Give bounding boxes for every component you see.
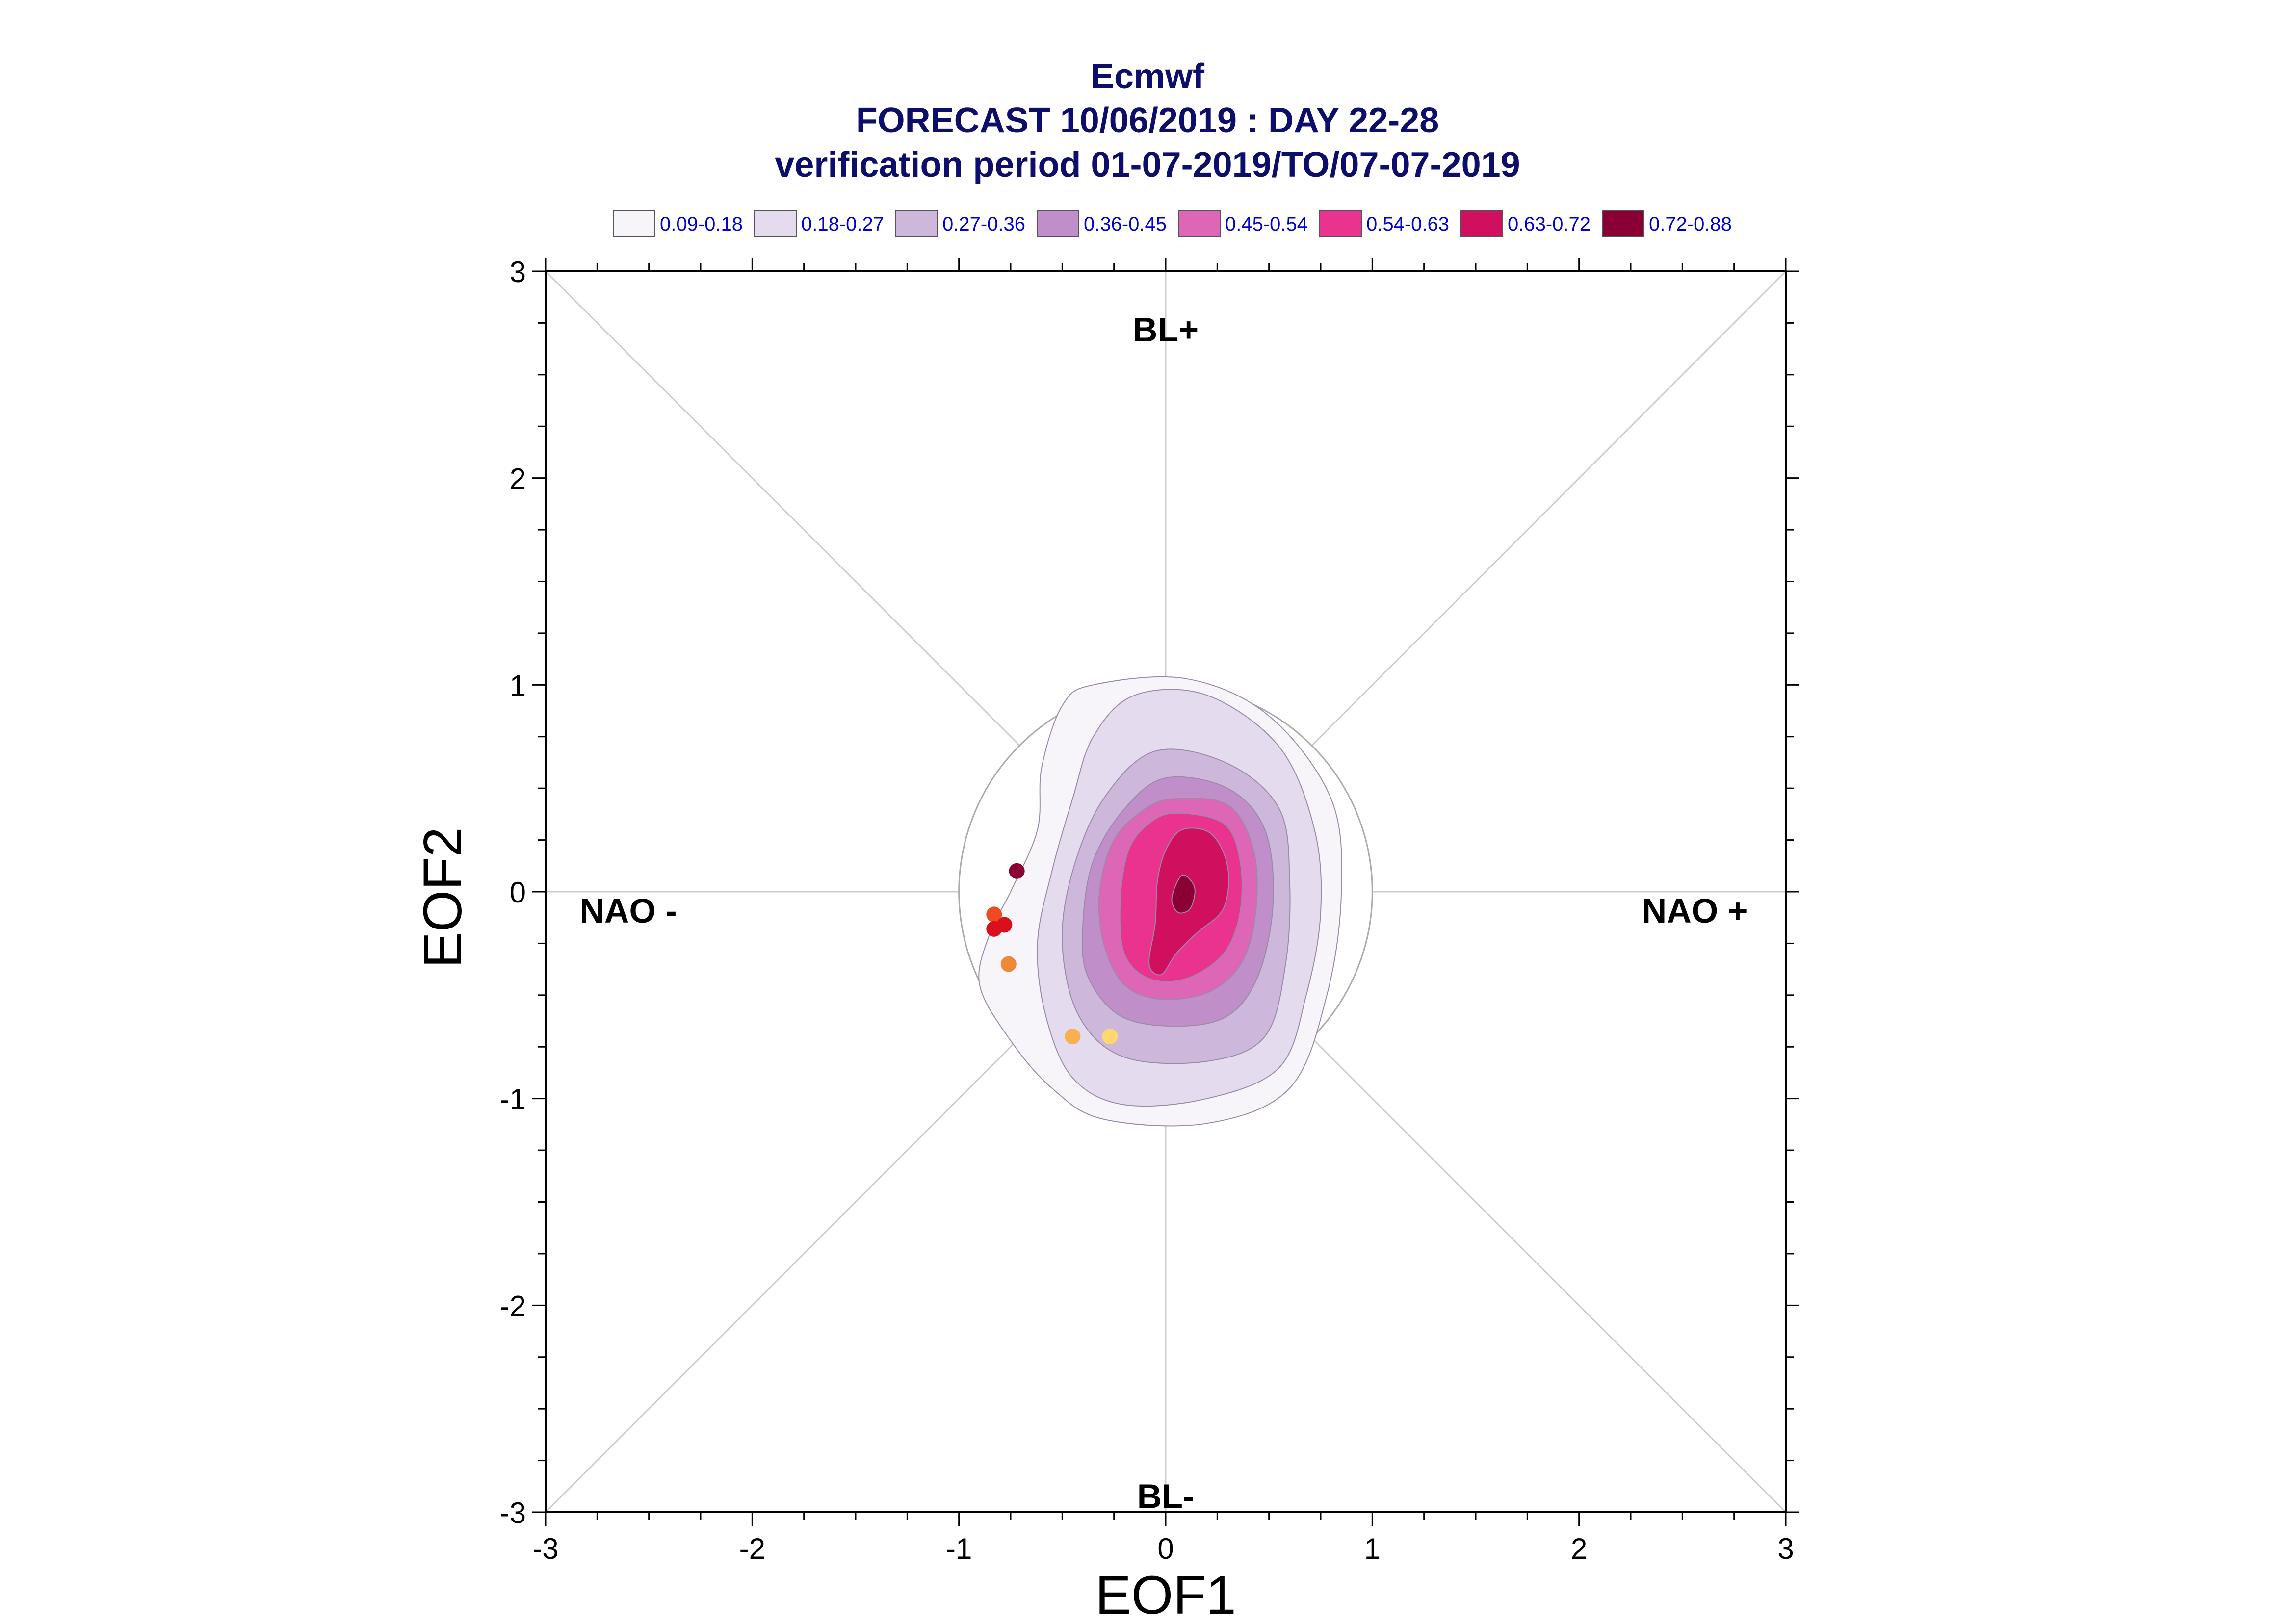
y-tick-label: -3 bbox=[500, 1496, 526, 1529]
density-contours bbox=[978, 676, 1342, 1127]
legend-label: 0.09-0.18 bbox=[660, 213, 743, 235]
region-label: BL- bbox=[1137, 1477, 1195, 1515]
legend-label: 0.63-0.72 bbox=[1508, 213, 1591, 235]
legend-swatch bbox=[754, 210, 797, 237]
chart-title-line-3: verification period 01-07-2019/TO/07-07-… bbox=[775, 145, 1520, 184]
contour-8 bbox=[1171, 874, 1196, 914]
chart-title-line-1: Ecmwf bbox=[1091, 57, 1205, 96]
region-labels: BL+ BL- NAO - NAO + bbox=[579, 310, 1747, 1515]
legend-swatch bbox=[1319, 210, 1362, 237]
x-axis-title: EOF1 bbox=[1095, 1565, 1236, 1624]
y-tick-label: -1 bbox=[500, 1083, 526, 1116]
x-tick-label: -3 bbox=[532, 1532, 558, 1565]
region-label: NAO - bbox=[579, 892, 677, 930]
legend-swatch bbox=[1460, 210, 1503, 237]
x-tick-label: -2 bbox=[739, 1532, 765, 1565]
y-tick-label: 2 bbox=[510, 463, 526, 495]
y-tick-label: -2 bbox=[500, 1289, 526, 1322]
scatter-point-2 bbox=[986, 906, 1002, 923]
legend-label: 0.54-0.63 bbox=[1366, 213, 1449, 235]
x-tick-label: 0 bbox=[1157, 1532, 1174, 1565]
scatter-point-1 bbox=[1009, 863, 1025, 879]
y-tick-label: 3 bbox=[510, 256, 526, 288]
x-tick-label: -1 bbox=[946, 1532, 972, 1565]
legend-label: 0.45-0.54 bbox=[1225, 213, 1308, 235]
region-label: BL+ bbox=[1133, 310, 1199, 349]
legend-label: 0.27-0.36 bbox=[942, 213, 1025, 235]
y-axis-title: EOF2 bbox=[413, 827, 473, 968]
chart-title-line-2: FORECAST 10/06/2019 : DAY 22-28 bbox=[856, 101, 1439, 140]
legend-swatch bbox=[1602, 210, 1644, 237]
x-tick-label: 1 bbox=[1364, 1532, 1381, 1565]
region-label: NAO + bbox=[1642, 892, 1748, 930]
legend-label: 0.18-0.27 bbox=[801, 213, 884, 235]
scatter-point-4 bbox=[996, 917, 1013, 933]
scatter-point-5 bbox=[1000, 956, 1017, 972]
legend-swatch bbox=[613, 210, 655, 237]
legend-swatch bbox=[895, 210, 938, 237]
y-tick-label: 0 bbox=[510, 876, 526, 909]
y-tick-label: 1 bbox=[510, 669, 526, 702]
legend: 0.09-0.18 0.18-0.27 0.27-0.36 0.36-0.45 0.45… bbox=[613, 210, 1732, 237]
scatter-point-6 bbox=[1065, 1029, 1081, 1045]
legend-swatch bbox=[1178, 210, 1221, 237]
scatter-point-7 bbox=[1102, 1029, 1118, 1045]
scatter-points bbox=[986, 863, 1118, 1045]
legend-swatch bbox=[1037, 210, 1079, 237]
x-tick-label: 2 bbox=[1571, 1532, 1587, 1565]
legend-label: 0.36-0.45 bbox=[1084, 213, 1167, 235]
axes: -3 -2 -1 0 1 2 3 3 2 1 0 -1 -2 -3 bbox=[500, 256, 1799, 1565]
legend-label: 0.72-0.88 bbox=[1649, 213, 1732, 235]
x-tick-label: 3 bbox=[1777, 1532, 1794, 1565]
